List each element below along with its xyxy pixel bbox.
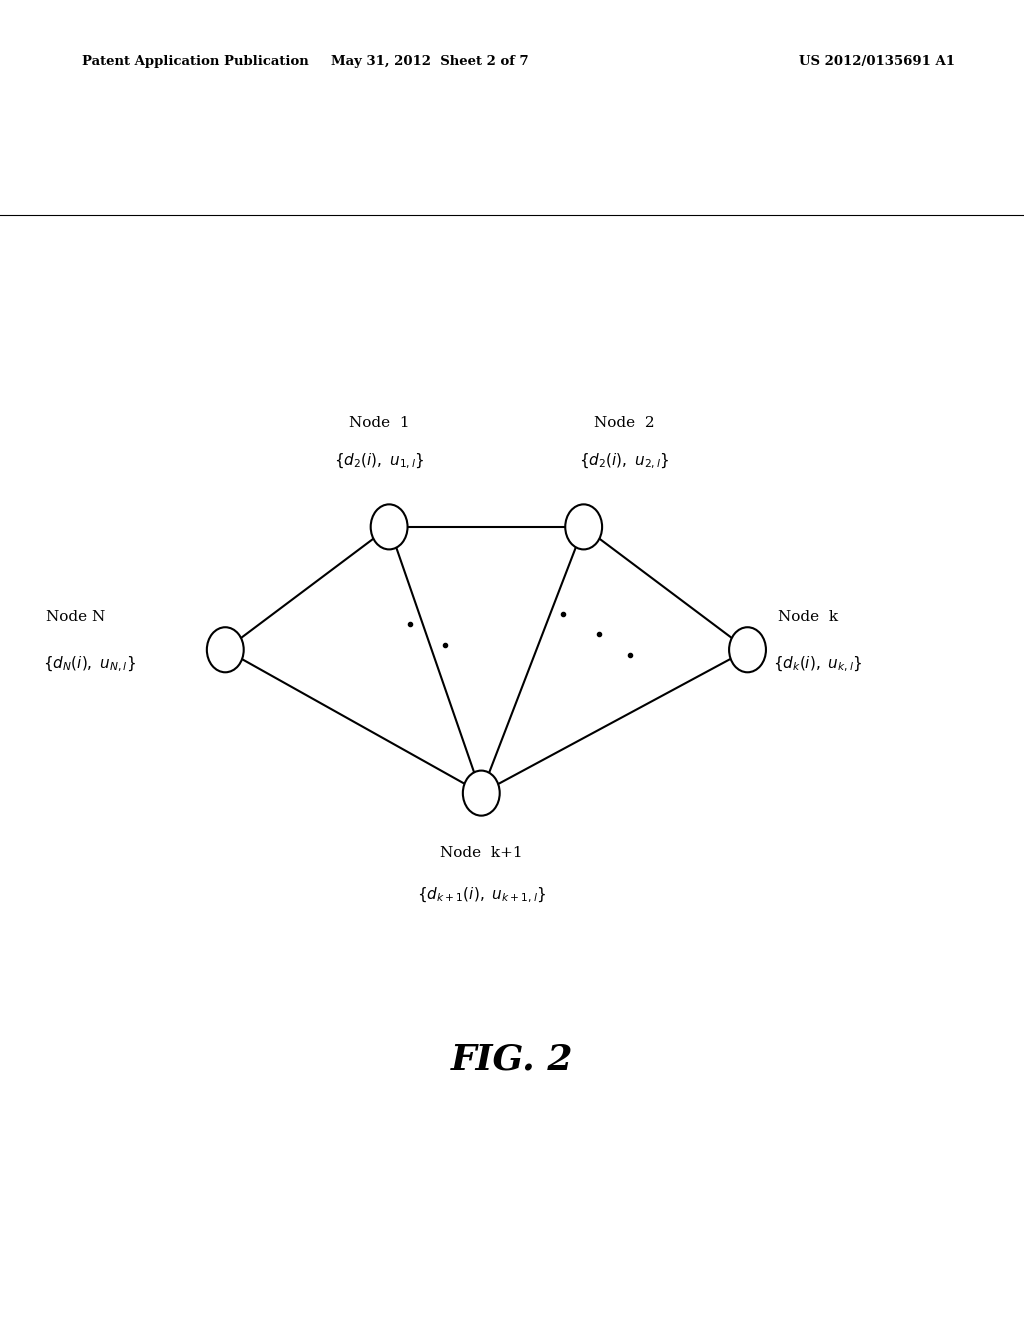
- Text: $\{d_2(i),\ u_{2,l}\}$: $\{d_2(i),\ u_{2,l}\}$: [580, 451, 670, 470]
- Text: US 2012/0135691 A1: US 2012/0135691 A1: [799, 55, 954, 69]
- Ellipse shape: [207, 627, 244, 672]
- Text: $\{d_2(i),\ u_{1,l}\}$: $\{d_2(i),\ u_{1,l}\}$: [334, 451, 424, 470]
- Text: $\{d_N(i),\ u_{N,l}\}$: $\{d_N(i),\ u_{N,l}\}$: [43, 655, 136, 675]
- Text: Node  k: Node k: [778, 610, 839, 624]
- Ellipse shape: [371, 504, 408, 549]
- Text: Node N: Node N: [46, 610, 105, 624]
- Text: Node  2: Node 2: [594, 416, 655, 429]
- Ellipse shape: [729, 627, 766, 672]
- Text: $\{d_{k+1}(i),\ u_{k+1,l}\}$: $\{d_{k+1}(i),\ u_{k+1,l}\}$: [417, 886, 546, 904]
- Text: Patent Application Publication: Patent Application Publication: [82, 55, 308, 69]
- Text: FIG. 2: FIG. 2: [451, 1043, 573, 1076]
- Ellipse shape: [565, 504, 602, 549]
- Ellipse shape: [463, 771, 500, 816]
- Text: $\{d_k(i),\ u_{k,l}\}$: $\{d_k(i),\ u_{k,l}\}$: [773, 655, 862, 675]
- Text: Node  1: Node 1: [348, 416, 410, 429]
- Text: May 31, 2012  Sheet 2 of 7: May 31, 2012 Sheet 2 of 7: [332, 55, 528, 69]
- Text: Node  k+1: Node k+1: [440, 846, 522, 861]
